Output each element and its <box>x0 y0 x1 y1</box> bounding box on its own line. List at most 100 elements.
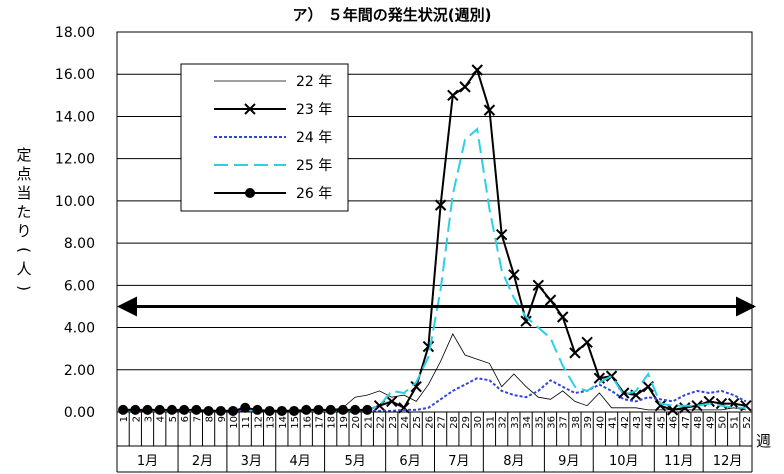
month-label: 9月 <box>558 454 579 469</box>
week-label: 10 <box>229 416 240 429</box>
y-axis-label-char: 点 <box>16 165 31 183</box>
y-tick-label: 18.00 <box>55 25 95 41</box>
week-label: 33 <box>510 416 521 429</box>
week-label: 15 <box>290 416 301 429</box>
series-point <box>605 370 618 382</box>
y-tick-label: 12.00 <box>55 152 95 168</box>
series-point <box>301 404 312 415</box>
month-label: 4月 <box>290 454 311 469</box>
series-point <box>350 404 361 415</box>
series-point <box>544 294 557 306</box>
month-label: 12月 <box>713 454 743 469</box>
legend-marker <box>244 103 256 115</box>
series-point <box>325 404 336 415</box>
series-point <box>691 399 703 412</box>
chart-title: ア） ５年間の発生状況(週別) <box>293 6 492 24</box>
legend-label: 23 年 <box>296 102 332 118</box>
week-label: 7 <box>192 416 203 422</box>
week-label: 4 <box>156 416 167 422</box>
y-axis-label-char: た <box>16 203 31 221</box>
month-label: 1月 <box>137 454 158 469</box>
series-point <box>313 404 324 415</box>
legend: 22 年 23 年 24 年 25 年 26 年 <box>180 63 349 212</box>
week-label: 17 <box>314 416 325 429</box>
y-axis-label-char: り <box>16 222 31 240</box>
series-point <box>240 402 251 413</box>
month-label: 5月 <box>344 454 365 469</box>
series-point <box>118 404 129 415</box>
series-point <box>447 89 459 102</box>
series-line-1 <box>123 333 746 412</box>
series-point <box>679 402 691 414</box>
series-point <box>276 405 287 416</box>
week-label: 45 <box>656 416 667 429</box>
legend-label: 24 年 <box>296 130 332 146</box>
week-label: 29 <box>461 416 472 429</box>
week-label: 20 <box>351 416 362 429</box>
x-axis: 1 2 3 4 5 6 7 8 9 10 11 12 13 14 15 16 17 18 19 20 21 22 23 24 2… <box>116 412 771 473</box>
y-axis-label-char: ( <box>15 247 33 253</box>
week-label: 27 <box>437 416 448 429</box>
y-axis-label-char: ) <box>15 285 33 291</box>
week-label: 18 <box>327 416 338 429</box>
series-point <box>471 64 483 76</box>
series-point <box>459 81 471 93</box>
week-label: 50 <box>717 416 728 429</box>
week-label: 24 <box>400 416 411 429</box>
y-tick-label: 16.00 <box>55 67 95 83</box>
week-label: 14 <box>278 416 289 429</box>
y-tick-label: 10.00 <box>55 194 95 210</box>
y-tick-label: 2.00 <box>64 363 95 379</box>
week-label: 31 <box>485 416 496 429</box>
week-label: 3 <box>144 416 155 422</box>
series-point <box>154 404 165 415</box>
y-tick-label: 4.00 <box>64 321 95 337</box>
week-label: 9 <box>217 416 228 422</box>
series-point <box>228 405 239 416</box>
week-label: 46 <box>669 416 680 429</box>
week-label: 35 <box>534 416 545 429</box>
week-label: 1 <box>119 416 130 422</box>
week-label: 30 <box>473 416 484 429</box>
week-label: 36 <box>547 416 558 429</box>
week-label: 21 <box>363 416 374 429</box>
week-label: 26 <box>424 416 435 429</box>
series-point <box>142 404 153 415</box>
series-point <box>740 399 752 412</box>
month-label: 2月 <box>192 454 213 469</box>
week-label: 47 <box>681 416 692 429</box>
series-point <box>532 279 545 292</box>
month-label: 6月 <box>399 454 420 469</box>
series-point <box>557 311 569 323</box>
month-label: 8月 <box>503 454 524 469</box>
week-label: 19 <box>339 416 350 429</box>
legend-label: 25 年 <box>296 158 332 174</box>
month-label: 11月 <box>664 454 694 469</box>
week-label: 49 <box>705 416 716 429</box>
series-point <box>386 395 398 408</box>
week-label: 11 <box>241 416 252 429</box>
week-label: 41 <box>608 416 619 429</box>
series-point <box>508 269 520 281</box>
week-label: 28 <box>449 416 460 429</box>
week-label: 52 <box>742 416 753 429</box>
series-point <box>666 404 679 416</box>
week-label: 16 <box>302 416 313 429</box>
series-point <box>495 228 508 241</box>
week-label: 40 <box>595 416 606 429</box>
week-label: 44 <box>644 416 655 429</box>
threshold-arrowhead-right <box>736 296 756 317</box>
week-label: 6 <box>180 416 191 422</box>
x-axis-suffix: 週 <box>756 432 771 450</box>
series-point <box>191 404 202 415</box>
threshold-arrow <box>117 296 756 317</box>
y-tick-label: 0.00 <box>64 405 95 421</box>
series-point <box>654 399 667 412</box>
series-point <box>410 380 422 393</box>
y-axis-label-char: 定 <box>16 146 31 164</box>
week-label: 8 <box>205 416 216 422</box>
series-point <box>252 404 263 415</box>
week-label: 38 <box>571 416 582 429</box>
